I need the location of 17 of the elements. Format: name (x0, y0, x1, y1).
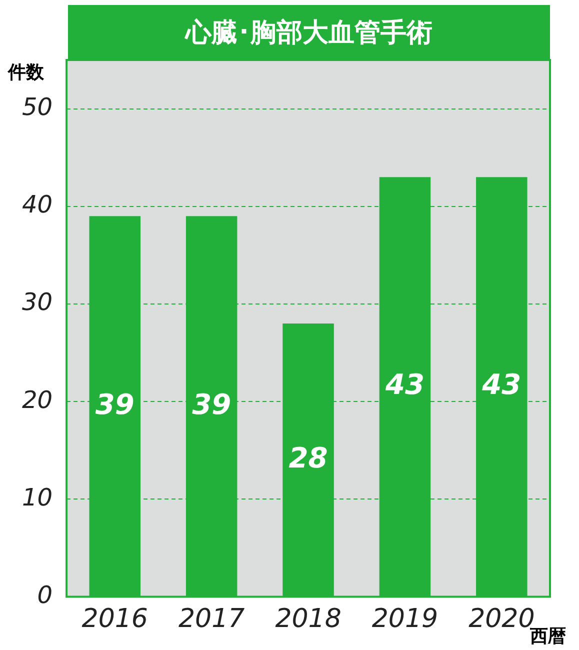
x-tick-label: 2017 (178, 604, 246, 634)
data-label: 43 (481, 368, 522, 402)
data-label: 39 (95, 388, 134, 421)
y-tick-label: 10 (22, 483, 53, 512)
y-tick-label: 40 (22, 190, 53, 219)
y-axis-title: 件数 (8, 61, 44, 84)
x-tick-label: 2018 (275, 604, 342, 634)
chart-title: 心臓･胸部大血管手術 (68, 5, 550, 60)
data-label: 43 (384, 368, 424, 402)
x-tick-label: 2019 (372, 604, 438, 634)
y-tick-label: 30 (22, 288, 53, 316)
y-tick-label: 0 (37, 581, 53, 610)
data-label: 39 (192, 388, 232, 421)
data-label: 28 (288, 441, 328, 474)
y-tick-label: 20 (22, 386, 53, 414)
y-tick-label: 50 (22, 93, 53, 122)
x-tick-label: 2016 (82, 604, 148, 634)
